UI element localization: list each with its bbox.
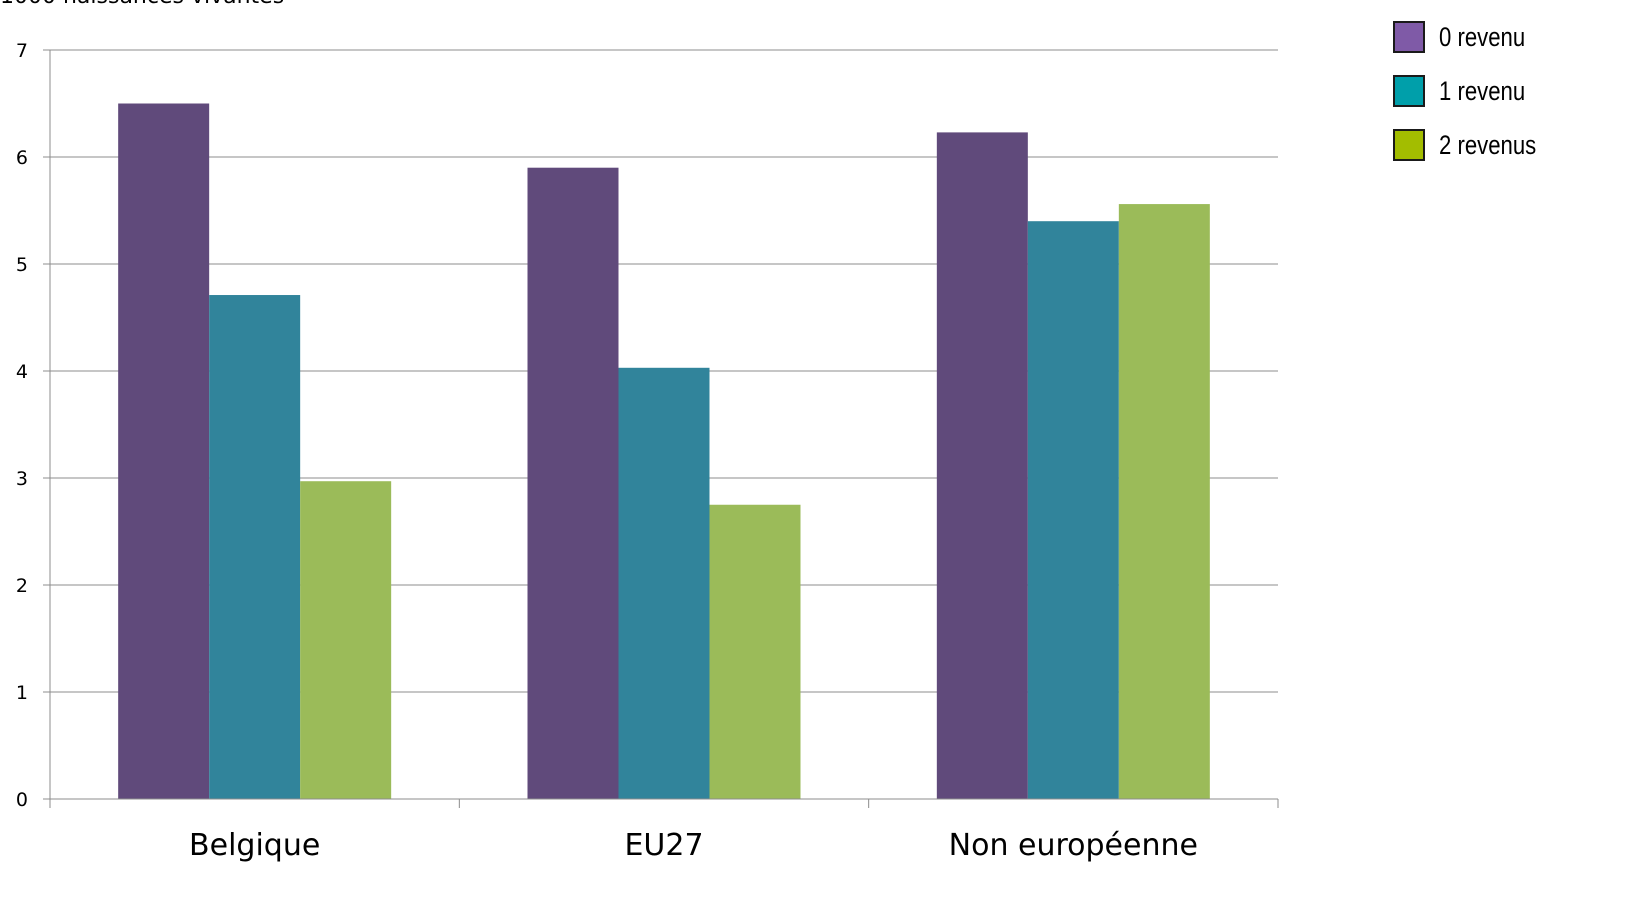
y-tick-label: 6 [16,147,28,169]
y-tick-label: 2 [16,575,28,597]
x-tick-label: Non européenne [949,828,1198,863]
bar [527,167,619,799]
legend-swatch [1393,75,1425,107]
y-tick-label: 3 [16,468,28,490]
y-tick-label: 0 [16,789,28,811]
legend-item: 1 revenu [1393,64,1643,118]
bar [709,504,801,799]
legend-label: 2 revenus [1439,129,1537,160]
y-tick-label: 5 [16,254,28,276]
y-tick-label: 1 [16,682,28,704]
legend-item: 2 revenus [1393,118,1643,172]
bar [1027,221,1119,799]
legend-label: 1 revenu [1439,75,1526,106]
legend-swatch [1393,129,1425,161]
x-tick-label: EU27 [624,828,703,863]
bar [936,132,1028,799]
bar [118,103,210,799]
bar [209,295,301,799]
y-tick-label: 7 [16,40,28,62]
bar [300,481,392,799]
legend-swatch [1393,21,1425,53]
y-axis-title: 1000 naissances vivantes [0,0,284,9]
bar [618,367,710,799]
y-tick-label: 4 [16,361,28,383]
legend-label: 0 revenu [1439,21,1526,52]
legend: 0 revenu 1 revenu 2 revenus [1393,10,1643,172]
x-tick-label: Belgique [189,828,320,863]
bar [1118,204,1210,799]
legend-item: 0 revenu [1393,10,1643,64]
